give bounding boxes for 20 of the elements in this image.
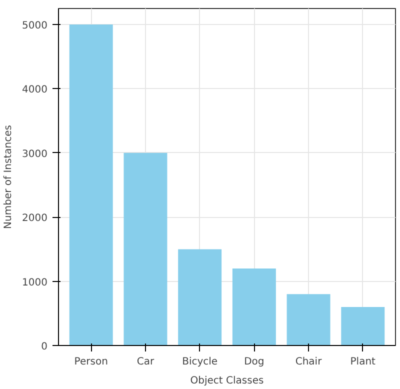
y-tick-label: 2000	[22, 213, 48, 224]
x-tick-label: Person	[74, 356, 108, 368]
x-tick-label: Plant	[350, 356, 376, 368]
y-tick-label: 0	[41, 342, 48, 352]
bar	[178, 249, 222, 346]
x-axis-title: Object Classes	[190, 376, 264, 386]
bar	[286, 294, 330, 346]
x-tick-label: Chair	[295, 356, 323, 368]
bar	[341, 306, 385, 346]
x-tick-label: Car	[136, 356, 155, 368]
x-tick-label: Bicycle	[182, 356, 218, 368]
bar	[69, 24, 113, 346]
y-axis-title: Number of Instances	[3, 125, 14, 229]
bar	[124, 152, 168, 346]
bar	[232, 268, 276, 346]
y-tick-label: 4000	[22, 84, 48, 96]
y-tick-label: 5000	[22, 20, 48, 32]
y-tick-label: 3000	[22, 148, 48, 160]
x-tick-label: Dog	[244, 356, 264, 368]
y-tick-label: 1000	[22, 277, 48, 288]
